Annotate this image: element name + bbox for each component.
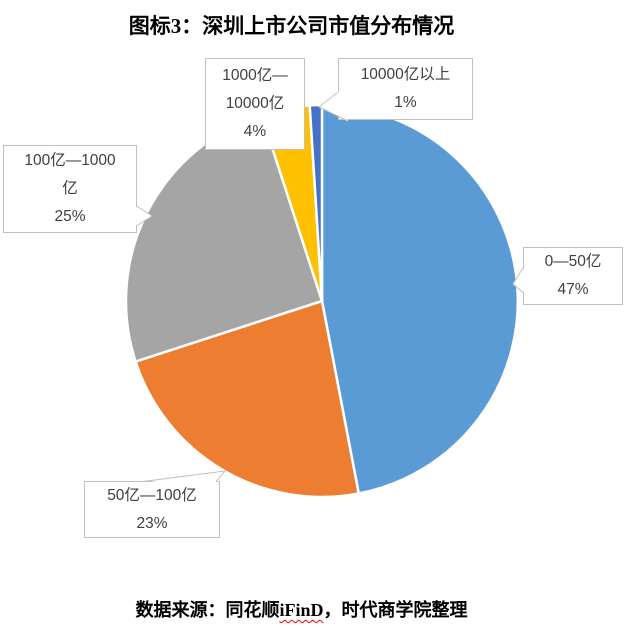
callout-label-100-1000yi[interactable]: 100亿—1000 亿 25% xyxy=(3,145,137,233)
pie-chart[interactable]: 1000亿— 10000亿 4% 10000亿以上 1% 100亿—1000 亿… xyxy=(0,0,631,580)
source-suffix: ，时代商学院整理 xyxy=(323,600,468,620)
callout-line: 4% xyxy=(243,123,267,140)
callout-line: 10000亿 xyxy=(225,95,285,112)
callout-line: 25% xyxy=(54,208,86,225)
callout-label-0-50yi[interactable]: 0—50亿 47% xyxy=(523,247,623,305)
callout-label-1000-10000yi[interactable]: 1000亿— 10000亿 4% xyxy=(205,58,305,150)
callout-label-over-10000yi[interactable]: 10000亿以上 1% xyxy=(338,58,473,120)
pie-slice-1[interactable] xyxy=(320,103,520,495)
source-ifind: iFinD xyxy=(279,600,324,620)
callout-line: 47% xyxy=(557,281,589,298)
source-note: 数据来源：同花顺iFinD，时代商学院整理 xyxy=(0,596,631,622)
callout-line: 0—50亿 xyxy=(544,253,602,270)
callout-line: 100亿—1000 xyxy=(24,152,116,169)
pie-slice-2[interactable] xyxy=(134,299,360,499)
callout-label-50-100yi[interactable]: 50亿—100亿 23% xyxy=(84,481,220,538)
callout-line: 1000亿— xyxy=(222,67,288,84)
callout-line: 10000亿以上 xyxy=(360,66,451,83)
callout-line: 50亿—100亿 xyxy=(107,486,197,504)
source-prefix: 数据来源：同花顺 xyxy=(135,600,280,620)
callout-line: 亿 xyxy=(62,180,78,197)
callout-line: 23% xyxy=(136,514,168,532)
chart-title: 图标3：深圳上市公司市值分布情况 xyxy=(128,14,455,38)
callout-line: 1% xyxy=(394,94,417,111)
